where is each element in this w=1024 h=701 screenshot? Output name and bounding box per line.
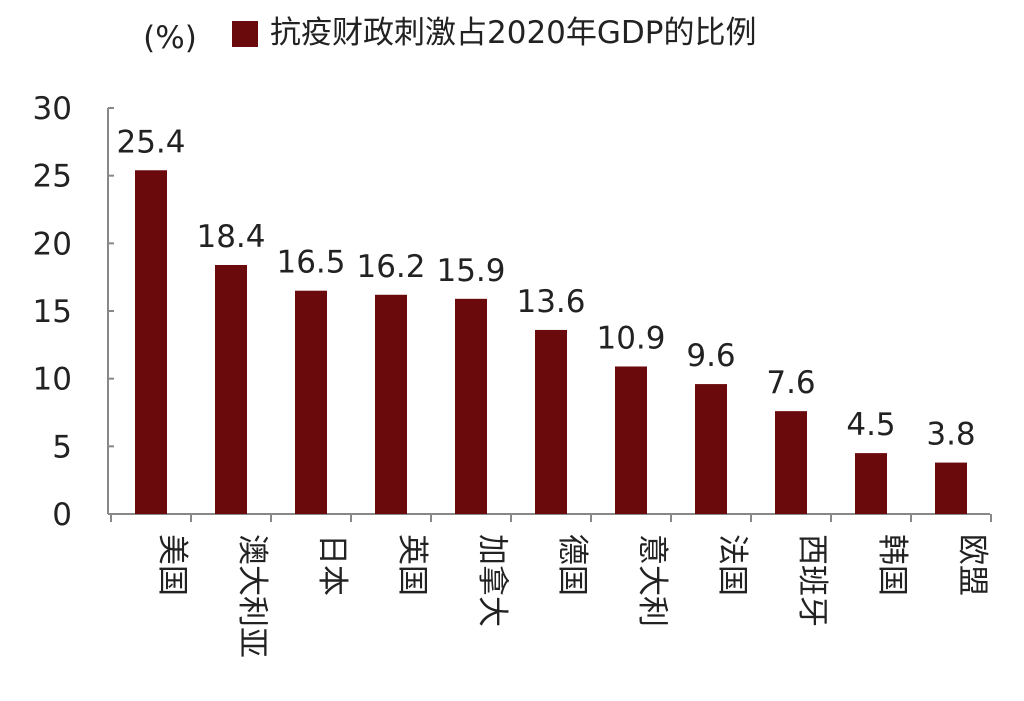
x-tick-label: 澳大利亚 — [234, 534, 270, 658]
x-tick-label: 意大利 — [634, 534, 670, 627]
data-label: 16.2 — [356, 249, 425, 285]
x-tick-label: 韩国 — [874, 534, 910, 596]
y-tick-label: 20 — [33, 226, 72, 262]
data-label: 4.5 — [846, 407, 895, 443]
x-tick-label: 德国 — [554, 534, 590, 596]
bar — [695, 384, 727, 514]
bar — [135, 170, 167, 514]
data-label: 15.9 — [436, 253, 505, 289]
x-tick-label: 加拿大 — [474, 534, 510, 627]
value-labels: 25.4 18.4 16.5 16.2 15.9 13.6 10.9 9.6 7.6 4.5 3.8 — [116, 124, 975, 452]
data-label: 3.8 — [926, 417, 975, 453]
x-tick-label: 日本 — [314, 534, 350, 596]
x-tick-label: 美国 — [154, 534, 190, 596]
x-tick-label: 西班牙 — [794, 534, 830, 627]
bar — [775, 411, 807, 514]
y-axis: 0 5 10 15 20 25 30 — [33, 91, 114, 533]
bar — [455, 298, 487, 514]
bar — [375, 294, 407, 514]
x-tick-label: 法国 — [714, 534, 750, 596]
legend-swatch — [232, 21, 258, 47]
x-tick-label: 英国 — [394, 534, 430, 596]
y-tick-label: 25 — [33, 159, 72, 195]
bar — [935, 462, 967, 514]
bar — [615, 366, 647, 514]
y-tick-label: 30 — [33, 91, 72, 127]
data-label: 25.4 — [116, 124, 185, 160]
x-labels: 美国 澳大利亚 日本 英国 加拿大 德国 意大利 法国 西班牙 韩国 欧盟 — [154, 534, 990, 658]
y-unit-label: (%) — [143, 20, 197, 56]
y-tick-label: 10 — [33, 362, 72, 398]
bar — [215, 264, 247, 514]
data-label: 16.5 — [276, 245, 345, 281]
legend-label: 抗疫财政刺激占2020年GDP的比例 — [270, 15, 756, 51]
bars — [135, 170, 967, 514]
data-label: 7.6 — [766, 365, 815, 401]
x-tick-label: 欧盟 — [954, 534, 990, 596]
data-label: 10.9 — [596, 320, 665, 356]
bar — [535, 329, 567, 514]
y-tick-label: 15 — [33, 294, 72, 330]
y-tick-label: 0 — [52, 497, 72, 533]
x-axis — [108, 513, 992, 522]
data-label: 18.4 — [196, 219, 265, 255]
data-label: 9.6 — [686, 338, 735, 374]
bar — [855, 453, 887, 514]
bar — [295, 290, 327, 514]
data-label: 13.6 — [516, 284, 585, 320]
y-tick-label: 5 — [52, 429, 72, 465]
